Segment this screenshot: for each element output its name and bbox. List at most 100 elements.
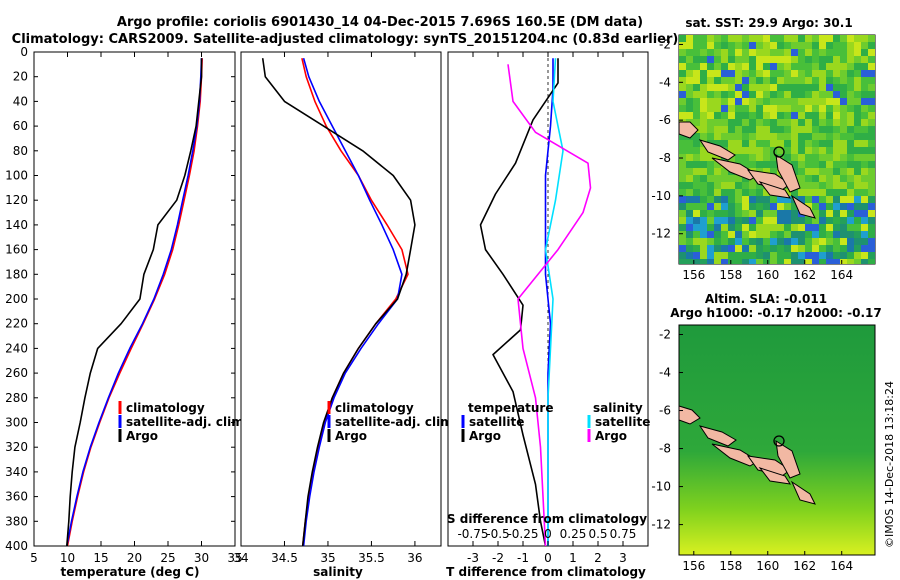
sst-cell xyxy=(749,91,756,98)
y-tick-label: 100 xyxy=(5,169,28,183)
sst-cell xyxy=(861,203,868,210)
sst-cell xyxy=(777,133,784,140)
sst-cell xyxy=(840,259,847,264)
sst-cell xyxy=(847,175,854,182)
sst-cell xyxy=(784,154,791,161)
sst-cell xyxy=(777,112,784,119)
sst-cell xyxy=(819,35,826,42)
island-malaita xyxy=(775,154,801,193)
sst-cell xyxy=(749,231,756,238)
sst-cell xyxy=(693,35,700,42)
sst-cell xyxy=(847,182,854,189)
sst-cell xyxy=(756,119,763,126)
x-tick-label: -2 xyxy=(492,551,504,565)
sst-cell xyxy=(735,49,742,56)
sst-cell xyxy=(826,175,833,182)
y-tick-label: 320 xyxy=(5,440,28,454)
sst-cell xyxy=(763,217,770,224)
sst-cell xyxy=(833,196,840,203)
sst-cell xyxy=(826,245,833,252)
sst-cell xyxy=(707,182,714,189)
sst-cell xyxy=(693,154,700,161)
sst-cell xyxy=(763,91,770,98)
sst-cell xyxy=(742,133,749,140)
sst-cell xyxy=(861,238,868,245)
sst-cell xyxy=(686,196,693,203)
sst-cell xyxy=(805,175,812,182)
sst-cell xyxy=(812,175,819,182)
sst-cell xyxy=(833,189,840,196)
sst-cell xyxy=(840,105,847,112)
sst-cell xyxy=(840,91,847,98)
sst-cell xyxy=(861,147,868,154)
sst-cell xyxy=(840,161,847,168)
sst-cell xyxy=(798,112,805,119)
sst-cell xyxy=(770,91,777,98)
sst-cell xyxy=(749,126,756,133)
sst-cell xyxy=(777,231,784,238)
sst-cell xyxy=(763,238,770,245)
sst-cell xyxy=(777,70,784,77)
sst-cell xyxy=(840,231,847,238)
sst-cell xyxy=(714,161,721,168)
sst-cell xyxy=(847,238,854,245)
sst-cell xyxy=(679,84,686,91)
sst-cell xyxy=(728,112,735,119)
sst-cell xyxy=(735,119,742,126)
sst-cell xyxy=(693,112,700,119)
sla-islands xyxy=(678,405,816,505)
sst-cell xyxy=(707,189,714,196)
sst-cell xyxy=(686,245,693,252)
legend-label-s-satellite: satellite xyxy=(595,415,650,429)
sst-cell xyxy=(840,126,847,133)
sst-cell xyxy=(791,259,798,264)
sst-cell xyxy=(840,154,847,161)
sst-cell xyxy=(742,140,749,147)
legend-label-satellite: satellite-adj. clim. xyxy=(126,415,248,429)
sst-cell xyxy=(707,161,714,168)
sst-cell xyxy=(854,119,861,126)
sst-cell xyxy=(840,35,847,42)
sst-cell xyxy=(833,98,840,105)
sst-cell xyxy=(770,238,777,245)
legend-title-salinity: salinity xyxy=(593,401,643,415)
sst-cell xyxy=(763,224,770,231)
sst-cell xyxy=(819,70,826,77)
sst-cell xyxy=(791,35,798,42)
sst-cell xyxy=(833,84,840,91)
sst-cell xyxy=(861,133,868,140)
sst-cell xyxy=(805,42,812,49)
sst-cell xyxy=(840,147,847,154)
sst-cell xyxy=(686,56,693,63)
sst-cell xyxy=(679,63,686,70)
legend-label-climatology: climatology xyxy=(126,401,205,415)
t-difference-xlabel: T difference from climatology xyxy=(446,565,646,579)
sst-cell xyxy=(714,175,721,182)
sst-cell xyxy=(777,119,784,126)
sst-cell xyxy=(707,210,714,217)
sst-cell xyxy=(770,77,777,84)
sst-cell xyxy=(679,168,686,175)
salinity-panel: 34 34.5 35 35.5 36 salinity climatology sate… xyxy=(233,51,457,579)
sst-cell xyxy=(826,98,833,105)
sst-cell xyxy=(728,119,735,126)
sst-cell xyxy=(854,175,861,182)
sst-cell xyxy=(854,189,861,196)
sst-cell xyxy=(798,105,805,112)
sst-cell xyxy=(756,224,763,231)
sst-islands xyxy=(678,121,816,219)
sst-cell xyxy=(721,196,728,203)
sst-cell xyxy=(714,84,721,91)
sst-cell xyxy=(707,56,714,63)
sst-cell xyxy=(812,63,819,70)
sst-cell xyxy=(686,161,693,168)
sst-cell xyxy=(735,154,742,161)
sst-cell xyxy=(868,245,875,252)
sst-cell xyxy=(847,210,854,217)
sst-cell xyxy=(861,140,868,147)
sst-cell xyxy=(847,63,854,70)
sst-cell xyxy=(728,231,735,238)
sst-cell xyxy=(735,203,742,210)
sst-cell xyxy=(826,238,833,245)
sst-cell xyxy=(763,196,770,203)
